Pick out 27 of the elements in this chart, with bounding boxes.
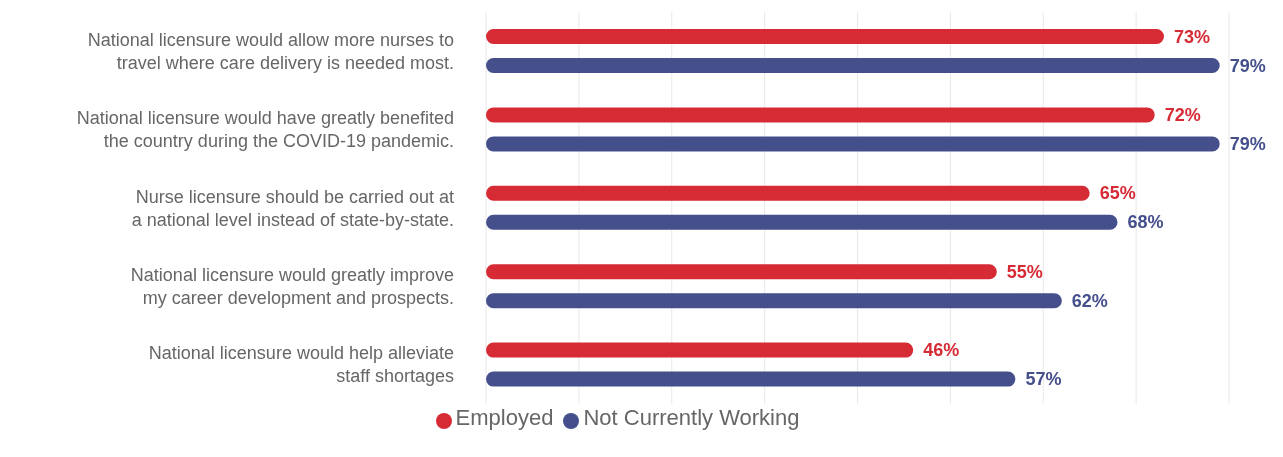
- data-label: 55%: [1006, 261, 1043, 282]
- legend-label: Employed: [455, 405, 554, 430]
- data-label: 46%: [923, 340, 960, 361]
- data-label: 68%: [1127, 212, 1164, 233]
- data-label: 73%: [1173, 26, 1211, 47]
- data-label: 62%: [1071, 290, 1108, 311]
- y-tick-label: National licensure would have greatly benefited the country during the COVID-19 pandemic.: [76, 108, 454, 152]
- data-label: 57%: [1025, 369, 1062, 390]
- data-label: 65%: [1099, 183, 1136, 204]
- bar: [486, 136, 1220, 152]
- bar: [486, 58, 1220, 73]
- bar: [486, 293, 1062, 309]
- data-label: 72%: [1164, 104, 1201, 125]
- bar: [486, 214, 1118, 230]
- bar: [486, 264, 997, 280]
- y-tick-label: National licensure would greatly improve my career development and prospects.: [130, 264, 454, 308]
- legend-label: Not Currently Working: [583, 405, 800, 430]
- bar: [486, 185, 1090, 201]
- data-label: 79%: [1229, 133, 1266, 154]
- bar: [486, 342, 914, 358]
- bar: [486, 371, 1016, 387]
- y-tick-label: Nurse licensure should be carried out at a national level instead of state-by-state.: [131, 186, 454, 230]
- bar: [486, 107, 1155, 123]
- data-label: 79%: [1229, 55, 1266, 76]
- y-tick-label: National licensure would allow more nurses to travel where care delivery is needed most.: [87, 29, 454, 73]
- y-tick-label: National licensure would help alleviate staff shortages: [148, 343, 454, 387]
- bar: [486, 29, 1164, 44]
